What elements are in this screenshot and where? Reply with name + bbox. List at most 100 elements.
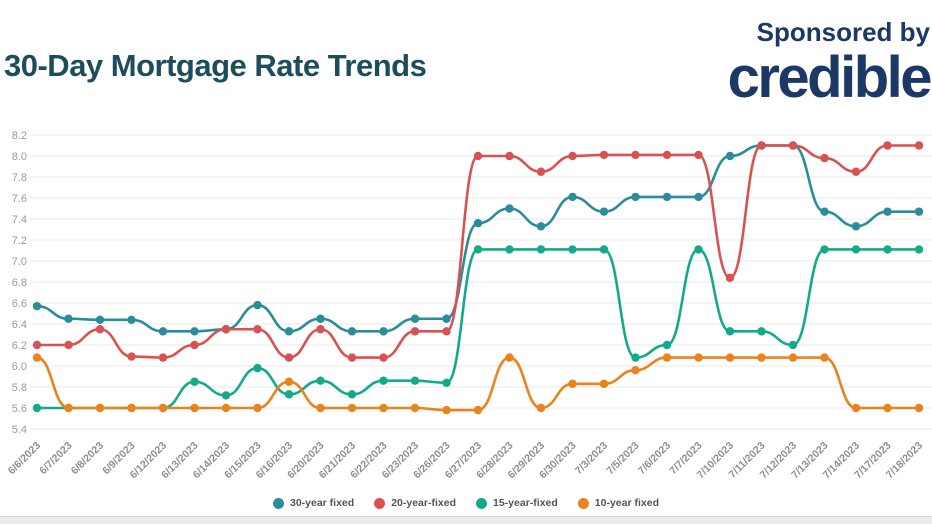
data-point	[253, 403, 262, 413]
data-point	[631, 150, 640, 160]
y-tick-label: 6.2	[12, 340, 27, 352]
y-tick-label: 7.4	[12, 214, 27, 226]
chart-legend: 30-year fixed 20-year-fixed 15-year-fixed 1…	[0, 497, 932, 509]
data-point	[410, 376, 420, 385]
legend-dot-10-year-fixed	[577, 497, 589, 509]
data-point	[347, 327, 357, 336]
data-point	[64, 314, 73, 323]
data-point	[347, 353, 357, 362]
data-point	[442, 378, 451, 387]
data-point	[95, 315, 105, 324]
data-point	[694, 192, 703, 202]
data-point	[883, 141, 892, 150]
data-point	[505, 245, 514, 254]
data-point	[64, 340, 73, 350]
data-point	[725, 327, 735, 336]
data-point	[883, 207, 892, 216]
data-point	[662, 353, 672, 362]
data-point	[757, 141, 766, 150]
data-point	[190, 340, 199, 350]
y-tick-label: 6.8	[12, 277, 27, 289]
page-title: 30-Day Mortgage Rate Trends	[4, 48, 427, 83]
series-dots-30-year-fixed	[32, 141, 924, 336]
data-point	[725, 353, 735, 362]
data-point	[442, 314, 451, 323]
data-point	[95, 325, 105, 334]
legend-label-30-year-fixed: 30-year fixed	[289, 497, 355, 509]
legend-item-30-year-fixed: 30-year fixed	[272, 497, 355, 509]
sponsor-block: Sponsored by credible	[728, 17, 932, 107]
y-tick-label: 8.2	[12, 130, 27, 142]
data-point	[158, 327, 168, 336]
y-tick-label: 6.6	[12, 298, 27, 310]
data-point	[253, 325, 262, 334]
data-point	[127, 403, 136, 413]
data-point	[820, 353, 829, 362]
data-point	[442, 405, 451, 415]
data-point	[316, 325, 325, 334]
data-point	[32, 403, 42, 413]
x-tick-label: 7/5/2023	[604, 440, 641, 477]
data-point	[158, 403, 168, 413]
data-point	[568, 192, 577, 202]
data-point	[788, 340, 798, 350]
data-point	[127, 315, 136, 324]
data-point	[883, 245, 892, 254]
y-tick-label: 6.4	[12, 319, 27, 331]
data-point	[662, 340, 672, 350]
data-point	[410, 314, 420, 323]
data-point	[473, 245, 483, 254]
x-tick-label: 7/6/2023	[636, 440, 673, 477]
data-point	[190, 327, 199, 336]
mortgage-rate-trends-chart: 8.2 8.0 7.8 7.6 7.4 7.2 7.0 6.8 6.6 6.4 6.2 6.0 5.8 5…	[6, 130, 932, 481]
data-point	[757, 327, 766, 336]
legend-item-10-year-fixed: 10-year fixed	[577, 497, 659, 509]
data-point	[631, 366, 640, 375]
y-tick-label: 6.0	[12, 361, 27, 373]
data-point	[221, 325, 231, 334]
data-point	[316, 314, 325, 323]
data-point	[410, 403, 420, 413]
data-point	[379, 376, 388, 385]
x-tick-label: 6/6/2023	[6, 440, 43, 477]
data-point	[64, 403, 73, 413]
data-point	[473, 405, 483, 415]
data-point	[914, 207, 924, 216]
sponsored-by-label: Sponsored by	[756, 17, 930, 47]
data-point	[379, 353, 388, 362]
y-tick-label: 7.2	[12, 235, 27, 247]
data-point	[190, 403, 199, 413]
data-point	[284, 377, 294, 386]
data-point	[316, 403, 325, 413]
data-point	[599, 207, 609, 216]
data-point	[851, 167, 861, 176]
data-point	[568, 151, 577, 161]
data-point	[473, 151, 483, 161]
data-point	[631, 192, 640, 202]
data-point	[316, 376, 325, 385]
data-point	[599, 245, 609, 254]
y-tick-label: 7.6	[12, 193, 27, 205]
data-point	[32, 353, 42, 362]
data-point	[190, 377, 199, 386]
legend-label-15-year-fixed: 15-year-fixed	[493, 497, 558, 509]
data-point	[599, 379, 609, 389]
data-point	[725, 273, 735, 282]
legend-label-20-year-fixed: 20-year-fixed	[391, 497, 456, 509]
data-point	[694, 353, 703, 362]
data-point	[253, 363, 262, 373]
data-point	[536, 403, 546, 413]
data-point	[505, 353, 514, 362]
data-point	[347, 403, 357, 413]
y-tick-label: 7.8	[12, 172, 27, 184]
y-tick-label: 7.0	[12, 256, 27, 268]
data-point	[820, 207, 829, 216]
data-point	[851, 403, 861, 413]
series-line-10-year-fixed	[36, 356, 919, 412]
legend-item-20-year-fixed: 20-year-fixed	[374, 497, 456, 509]
data-point	[914, 403, 924, 413]
data-point	[694, 150, 703, 160]
data-point	[410, 327, 420, 336]
bottom-bar	[0, 516, 932, 524]
